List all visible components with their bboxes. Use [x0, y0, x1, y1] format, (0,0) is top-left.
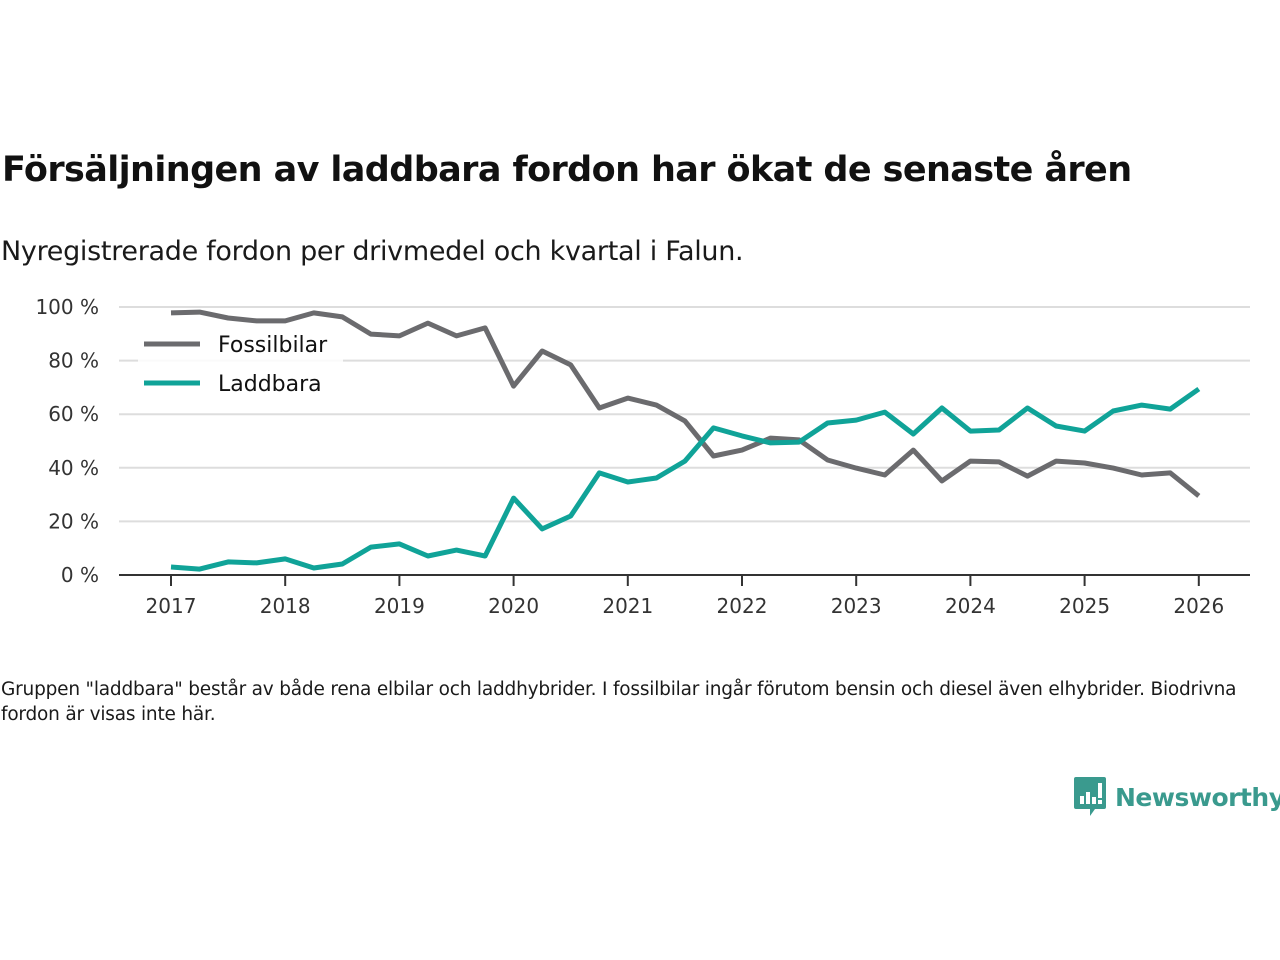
y-axis: 0 % 20 % 40 % 60 % 80 % 100 %: [35, 295, 99, 587]
chart-subtitle: Nyregistrerade fordon per drivmedel och …: [1, 236, 744, 267]
x-axis: 2017 2018 2019 2020 2021 2022 2023 2024 2025 2026: [119, 574, 1250, 618]
x-tick-label: 2023: [831, 594, 882, 618]
y-tick-label: 0 %: [61, 563, 99, 587]
legend-label-laddbara: Laddbara: [218, 372, 322, 397]
y-tick-label: 20 %: [48, 509, 99, 533]
x-tick-label: 2018: [260, 594, 311, 618]
newsworthy-logo-icon: [1074, 777, 1106, 816]
series-line-laddbara: [170, 386, 1201, 572]
x-tick-label: 2022: [717, 594, 768, 618]
x-tick-label: 2017: [146, 594, 197, 618]
brand-logo: Newsworthy: [1073, 776, 1280, 818]
footnote: Gruppen "laddbara" består av både rena e…: [1, 679, 1237, 725]
brand-name: Newsworthy: [1115, 782, 1280, 812]
x-tick-label: 2019: [374, 594, 425, 618]
x-tick-label: 2025: [1059, 594, 1110, 618]
series-line-fossilbilar: [170, 309, 1201, 498]
x-tick-label: 2024: [945, 594, 996, 618]
legend-label-fossilbilar: Fossilbilar: [218, 333, 328, 358]
legend-background: [138, 324, 343, 402]
y-tick-label: 60 %: [48, 402, 99, 426]
series-lines: [170, 309, 1201, 572]
y-tick-label: 100 %: [35, 295, 99, 319]
y-tick-label: 40 %: [48, 456, 99, 480]
x-tick-label: 2026: [1173, 594, 1224, 618]
y-tick-label: 80 %: [48, 349, 99, 373]
x-tick-label: 2020: [488, 594, 539, 618]
x-tick-label: 2021: [602, 594, 653, 618]
chart-title: Försäljningen av laddbara fordon har öka…: [2, 150, 1132, 190]
legend: Fossilbilar Laddbara: [138, 324, 343, 402]
line-chart: 0 % 20 % 40 % 60 % 80 % 100 % 2017 2018 2019 202…: [35, 295, 1250, 618]
